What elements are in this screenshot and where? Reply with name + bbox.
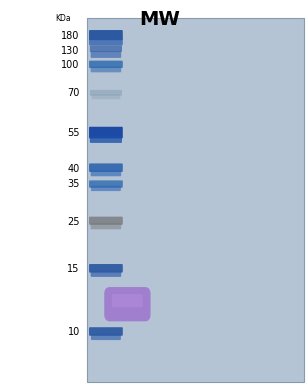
Bar	[87, 261, 304, 273]
Text: 55: 55	[67, 128, 80, 138]
Bar	[87, 200, 304, 212]
FancyBboxPatch shape	[91, 51, 121, 58]
Bar	[87, 248, 304, 261]
FancyBboxPatch shape	[89, 264, 123, 273]
FancyBboxPatch shape	[89, 127, 123, 138]
Text: 70: 70	[68, 88, 80, 98]
FancyBboxPatch shape	[90, 90, 122, 96]
Bar	[87, 273, 304, 285]
Text: 15: 15	[68, 264, 80, 274]
FancyBboxPatch shape	[91, 66, 121, 73]
FancyBboxPatch shape	[104, 287, 150, 321]
FancyBboxPatch shape	[89, 30, 123, 40]
Text: 180: 180	[61, 31, 80, 41]
Bar	[87, 358, 304, 370]
FancyBboxPatch shape	[91, 186, 121, 191]
Bar	[87, 151, 304, 163]
FancyBboxPatch shape	[89, 327, 123, 336]
Text: MW: MW	[139, 10, 180, 29]
Bar	[87, 18, 304, 382]
Bar	[87, 297, 304, 309]
Text: 35: 35	[68, 179, 80, 190]
Text: 40: 40	[68, 164, 80, 174]
FancyBboxPatch shape	[89, 163, 123, 172]
FancyBboxPatch shape	[91, 334, 121, 340]
Bar	[87, 163, 304, 176]
Bar	[87, 127, 304, 139]
Bar	[87, 103, 304, 115]
FancyBboxPatch shape	[89, 60, 123, 68]
Bar	[87, 370, 304, 382]
Bar	[87, 224, 304, 236]
FancyBboxPatch shape	[89, 217, 123, 225]
FancyBboxPatch shape	[89, 180, 123, 188]
Bar	[87, 139, 304, 151]
FancyBboxPatch shape	[112, 294, 142, 307]
Bar	[87, 176, 304, 188]
Text: 25: 25	[67, 216, 80, 227]
Bar	[87, 42, 304, 54]
Bar	[87, 115, 304, 127]
FancyBboxPatch shape	[90, 46, 122, 52]
Text: 130: 130	[61, 46, 80, 57]
Bar	[87, 66, 304, 78]
Text: KDa: KDa	[55, 14, 71, 23]
Bar	[87, 18, 304, 30]
Bar	[87, 309, 304, 321]
Bar	[87, 212, 304, 224]
Bar	[87, 90, 304, 103]
FancyBboxPatch shape	[89, 38, 123, 46]
FancyBboxPatch shape	[91, 271, 121, 277]
Bar	[87, 285, 304, 297]
Bar	[87, 188, 304, 200]
Bar	[87, 54, 304, 66]
Bar	[87, 346, 304, 358]
FancyBboxPatch shape	[91, 170, 121, 176]
FancyBboxPatch shape	[90, 135, 122, 143]
Bar	[87, 236, 304, 248]
Bar	[87, 333, 304, 346]
Text: 10: 10	[68, 327, 80, 337]
FancyBboxPatch shape	[91, 223, 121, 229]
Bar	[87, 321, 304, 333]
FancyBboxPatch shape	[91, 94, 120, 99]
Bar	[87, 78, 304, 90]
Text: 100: 100	[61, 60, 80, 70]
Bar	[87, 30, 304, 42]
